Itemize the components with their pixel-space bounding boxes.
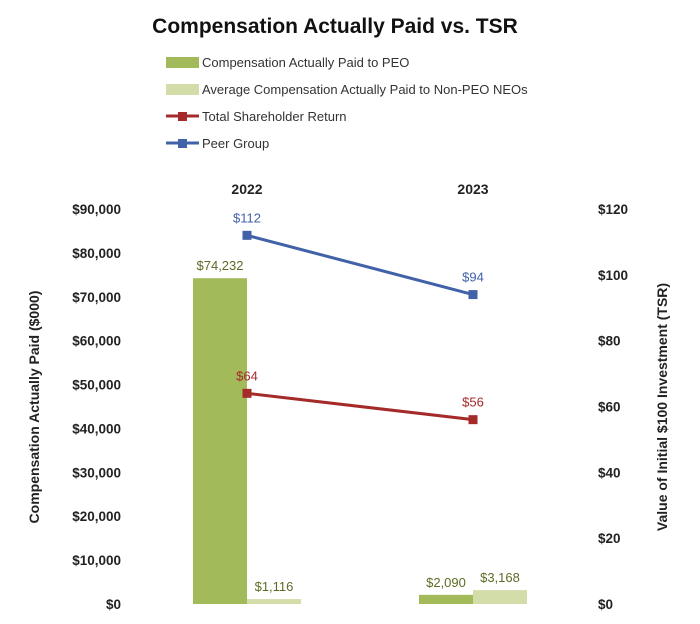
category-label-2023: 2023 [457,181,488,197]
line-value-label: $64 [236,368,258,383]
left-tick-label: $70,000 [72,290,121,305]
left-tick-label: $50,000 [72,378,121,393]
legend-label-peo: Compensation Actually Paid to PEO [202,55,409,70]
right-axis-ticks: $0 $20 $40 $60 $80 $100 $120 [598,202,628,612]
bar-value-label: $3,168 [480,570,520,585]
legend: Compensation Actually Paid to PEO Averag… [166,55,528,151]
line-peer [246,233,474,297]
chart-title: Compensation Actually Paid vs. TSR [152,15,518,38]
line-value-label: $112 [233,210,261,225]
left-axis-title: Compensation Actually Paid ($000) [26,291,42,524]
bar-neo-2022 [247,599,301,604]
bars [193,278,527,604]
line-value-label: $56 [462,395,484,410]
right-tick-label: $0 [598,597,613,612]
left-axis-ticks: $0 $10,000 $20,000 $30,000 $40,000 $50,000 $60… [72,202,121,612]
left-tick-label: $0 [106,597,121,612]
legend-label-neo: Average Compensation Actually Paid to No… [202,82,528,97]
line-tsr [246,391,474,422]
legend-item-peo: Compensation Actually Paid to PEO [166,55,409,70]
right-tick-label: $120 [598,202,628,217]
line-marker-tsr [468,415,478,425]
line-marker-tsr [242,388,252,398]
right-tick-label: $20 [598,531,621,546]
legend-swatch-peo [166,57,199,68]
right-axis-title: Value of Initial $100 Investment (TSR) [654,283,670,531]
left-tick-label: $90,000 [72,202,121,217]
left-tick-label: $30,000 [72,465,121,480]
legend-label-peer: Peer Group [202,136,269,151]
bar-value-label: $2,090 [426,575,466,590]
left-tick-label: $80,000 [72,246,121,261]
line-marker-peer [242,230,252,240]
right-tick-label: $80 [598,334,621,349]
bar-peo-2022 [193,278,247,604]
line-value-label: $94 [462,270,484,285]
left-tick-label: $60,000 [72,334,121,349]
data-labels: $74,232 $2,090 $1,116 $3,168 $64 $56 $112 $94 [197,210,520,594]
legend-swatch-neo [166,84,199,95]
legend-item-peer: Peer Group [166,136,269,151]
legend-marker-peer [178,139,187,148]
bar-value-label: $1,116 [255,579,294,594]
line-marker-peer [468,290,478,300]
right-tick-label: $40 [598,465,621,480]
legend-item-tsr: Total Shareholder Return [166,109,347,124]
legend-marker-tsr [178,112,187,121]
legend-item-neo: Average Compensation Actually Paid to No… [166,82,528,97]
bar-neo-2023 [473,590,527,604]
category-label-2022: 2022 [231,181,262,197]
left-tick-label: $40,000 [72,421,121,436]
lines [242,230,478,425]
right-tick-label: $100 [598,268,628,283]
right-tick-label: $60 [598,400,621,415]
left-tick-label: $20,000 [72,509,121,524]
left-tick-label: $10,000 [72,553,121,568]
bar-peo-2023 [419,594,473,604]
legend-label-tsr: Total Shareholder Return [202,109,347,124]
bar-value-label: $74,232 [197,258,244,273]
